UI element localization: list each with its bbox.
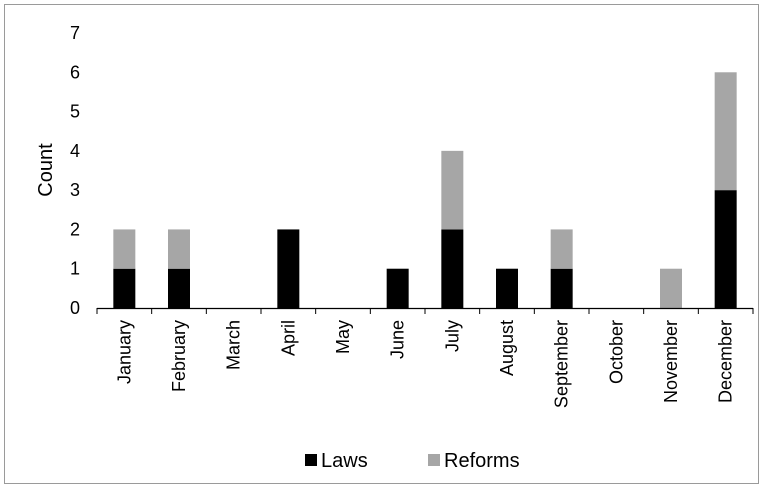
y-axis-title: Count bbox=[35, 143, 57, 197]
bar-reforms-january bbox=[113, 229, 136, 269]
x-tick-label: August bbox=[497, 320, 517, 376]
y-tick-label: 4 bbox=[70, 141, 80, 161]
x-tick-label: March bbox=[224, 320, 244, 370]
x-tick-label: October bbox=[606, 320, 626, 384]
x-tick-label: November bbox=[661, 320, 681, 403]
y-tick-label: 1 bbox=[70, 259, 80, 279]
x-tick-label: April bbox=[278, 320, 298, 356]
bar-laws-september bbox=[550, 268, 573, 308]
bar-reforms-november bbox=[660, 268, 682, 308]
x-tick-label: February bbox=[169, 320, 189, 392]
bar-laws-july bbox=[441, 229, 464, 308]
y-tick-label: 6 bbox=[70, 62, 80, 82]
bar-laws-january bbox=[113, 268, 136, 308]
bar-laws-august bbox=[496, 268, 518, 308]
bars bbox=[113, 72, 737, 308]
bar-laws-december bbox=[714, 190, 737, 308]
x-tick-label: September bbox=[552, 320, 572, 408]
y-tick-label: 5 bbox=[70, 102, 80, 122]
bar-reforms-september bbox=[550, 229, 573, 269]
x-tick-label: July bbox=[442, 320, 462, 352]
legend-label-reforms: Reforms bbox=[444, 450, 520, 472]
x-tick-label: June bbox=[388, 320, 408, 359]
bar-laws-april bbox=[277, 229, 300, 308]
y-tick-label: 0 bbox=[70, 298, 80, 318]
bar-reforms-july bbox=[441, 150, 464, 230]
x-tick-label: May bbox=[333, 320, 353, 354]
legend-swatch-reforms bbox=[428, 454, 440, 466]
legend: Laws Reforms bbox=[305, 450, 520, 472]
y-tick-label: 7 bbox=[70, 23, 80, 43]
legend-swatch-laws bbox=[305, 454, 317, 466]
x-axis-ticks: January February March April May June July Augu… bbox=[96, 308, 754, 408]
y-tick-label: 3 bbox=[70, 180, 80, 200]
bar-laws-june bbox=[386, 268, 409, 308]
bar-reforms-december bbox=[714, 72, 737, 191]
y-axis-ticks: 0 1 2 3 4 5 6 7 bbox=[70, 23, 80, 318]
x-tick-label: January bbox=[114, 320, 134, 384]
x-tick-label: December bbox=[716, 320, 736, 403]
bar-reforms-february bbox=[168, 229, 190, 269]
bar-laws-february bbox=[168, 268, 190, 308]
legend-label-laws: Laws bbox=[321, 450, 368, 472]
y-tick-label: 2 bbox=[70, 219, 80, 239]
